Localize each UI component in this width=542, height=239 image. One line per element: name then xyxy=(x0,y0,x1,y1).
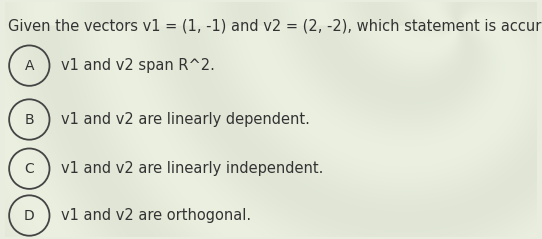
Text: D: D xyxy=(24,209,35,223)
Text: v1 and v2 are linearly dependent.: v1 and v2 are linearly dependent. xyxy=(61,112,310,127)
Text: C: C xyxy=(24,162,34,176)
Text: v1 and v2 are orthogonal.: v1 and v2 are orthogonal. xyxy=(61,208,251,223)
Text: A: A xyxy=(24,59,34,73)
Text: Given the vectors v1 = (1, -1) and v2 = (2, -2), which statement is accurate?: Given the vectors v1 = (1, -1) and v2 = … xyxy=(8,19,542,34)
Text: v1 and v2 span R^2.: v1 and v2 span R^2. xyxy=(61,58,215,73)
Text: v1 and v2 are linearly independent.: v1 and v2 are linearly independent. xyxy=(61,161,324,176)
Text: B: B xyxy=(24,113,34,126)
